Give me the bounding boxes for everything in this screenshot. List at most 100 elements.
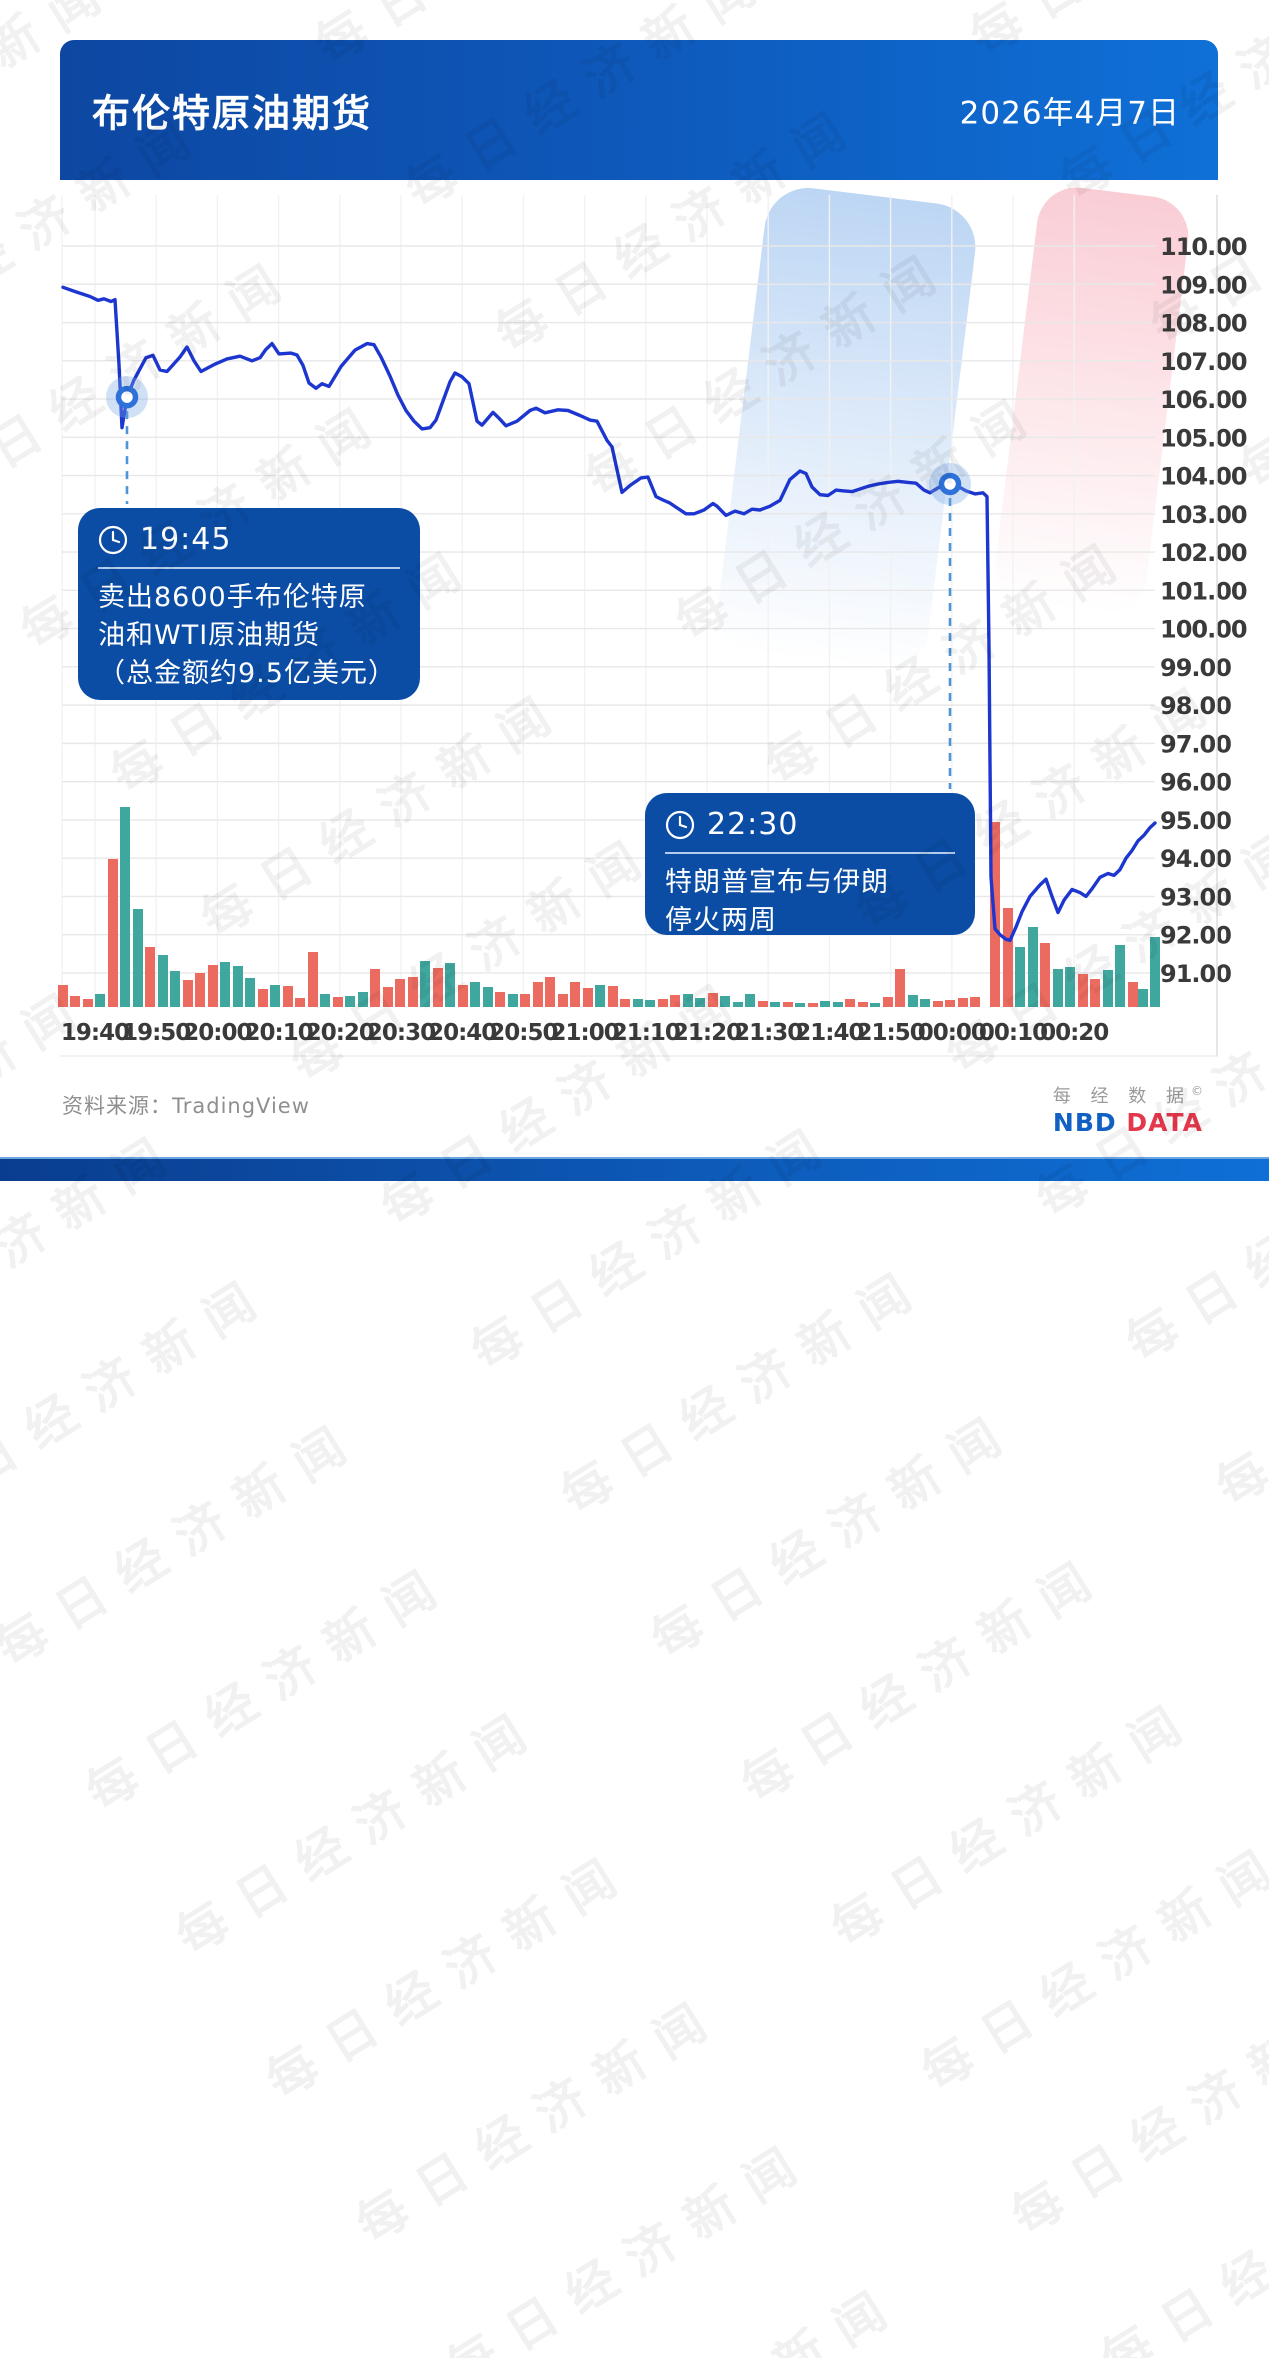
volume-bar-up <box>1150 937 1160 1007</box>
x-axis-label: 00:10 <box>979 1020 1047 1046</box>
volume-bar-up <box>345 996 355 1007</box>
volume-bar-up <box>1065 967 1075 1007</box>
y-axis-label: 100.00 <box>1160 616 1247 644</box>
volume-bar-up <box>645 1000 655 1007</box>
volume-bar-down <box>333 997 343 1007</box>
volume-bar-up <box>1028 927 1038 1007</box>
data-source-note: 资料来源：TradingView <box>62 1094 310 1118</box>
volume-bar-down <box>545 977 555 1007</box>
callout-text-line: （总金额约9.5亿美元） <box>98 658 396 689</box>
y-axis-label: 103.00 <box>1160 501 1247 529</box>
volume-bar-down <box>658 999 668 1007</box>
callout-head: 19:45 <box>98 522 400 557</box>
volume-bar-down <box>1003 908 1013 1007</box>
volume-bar-down <box>858 1002 868 1007</box>
x-axis-label: 21:40 <box>795 1020 863 1046</box>
volume-bar-down <box>895 969 905 1007</box>
event-marker <box>938 472 962 496</box>
volume-bar-up <box>1015 947 1025 1007</box>
volume-bar-up <box>1138 989 1148 1007</box>
volume-bar-up <box>633 999 643 1007</box>
volume-bar-up <box>420 961 430 1007</box>
volume-bar-down <box>195 973 205 1007</box>
x-axis-label: 20:50 <box>489 1020 557 1046</box>
volume-bar-down <box>1078 974 1088 1007</box>
volume-bar-down <box>208 965 218 1007</box>
y-axis-label: 106.00 <box>1160 386 1247 414</box>
volume-bar-up <box>720 996 730 1007</box>
volume-bar-up <box>920 999 930 1007</box>
volume-bar-up <box>120 807 130 1007</box>
callout-time: 22:30 <box>707 807 799 842</box>
volume-bar-up <box>220 962 230 1007</box>
y-axis-label: 96.00 <box>1160 769 1231 797</box>
y-axis-label: 107.00 <box>1160 348 1247 376</box>
volume-bar-down <box>1040 943 1050 1007</box>
volume-bar-up <box>170 971 180 1007</box>
y-axis-label: 101.00 <box>1160 577 1247 605</box>
volume-bar-up <box>745 994 755 1007</box>
volume-bar-up <box>133 909 143 1007</box>
volume-bar-down <box>495 992 505 1007</box>
volume-bar-down <box>783 1002 793 1007</box>
volume-bar-down <box>258 989 268 1007</box>
volume-bar-down <box>83 999 93 1007</box>
volume-bar-up <box>908 995 918 1007</box>
volume-bar-up <box>483 987 493 1007</box>
x-axis-label: 21:00 <box>550 1020 618 1046</box>
volume-bar-down <box>533 982 543 1007</box>
price-line <box>61 285 1157 943</box>
y-axis-label: 105.00 <box>1160 424 1247 452</box>
volume-bar-down <box>570 982 580 1007</box>
volume-bar-down <box>845 999 855 1007</box>
volume-bar-down <box>883 997 893 1007</box>
volume-bar-down <box>370 969 380 1007</box>
volume-bar-up <box>595 985 605 1007</box>
volume-bar-up <box>870 1003 880 1007</box>
volume-bar-up <box>1115 945 1125 1007</box>
x-axis-label: 21:10 <box>612 1020 680 1046</box>
volume-bar-down <box>383 987 393 1007</box>
clock-icon <box>665 810 695 839</box>
callout-text-line: 油和WTI原油期货 <box>98 620 321 651</box>
volume-bar-down <box>58 985 68 1007</box>
annotation-callout-2230: 22:30 特朗普宣布与伊朗 停火两周 <box>645 793 975 936</box>
volume-bar-down <box>583 988 593 1007</box>
volume-bar-down <box>408 977 418 1007</box>
volume-bar-down <box>620 999 630 1007</box>
volume-bar-up <box>158 955 168 1007</box>
volume-bar-down <box>283 986 293 1007</box>
clock-icon <box>98 525 128 554</box>
volume-bar-down <box>945 1000 955 1007</box>
y-axis-label: 99.00 <box>1160 654 1231 682</box>
callout-text-line: 停火两周 <box>665 905 777 936</box>
volume-bar-up <box>733 1002 743 1007</box>
volume-bar-down <box>708 993 718 1007</box>
volume-bar-up <box>445 963 455 1007</box>
volume-bar-up <box>833 1002 843 1007</box>
volume-bar-up <box>770 1002 780 1007</box>
volume-bar-up <box>245 978 255 1007</box>
x-axis-label: 20:10 <box>244 1020 312 1046</box>
volume-bar-up <box>795 1003 805 1007</box>
x-axis-label: 21:50 <box>856 1020 924 1046</box>
y-axis-label: 110.00 <box>1160 233 1247 261</box>
x-axis-label: 20:30 <box>367 1020 435 1046</box>
callout-divider <box>98 567 400 569</box>
header-date: 2026年4月7日 <box>959 95 1180 132</box>
page-title: 布伦特原油期货 <box>92 91 373 136</box>
volume-bar-down <box>520 994 530 1007</box>
volume-bar-down <box>395 979 405 1007</box>
nbd-logo-en: NBD DATA <box>1052 1108 1203 1137</box>
y-axis-label: 104.00 <box>1160 463 1247 491</box>
nbd-logo-cn: 每 经 数 据© <box>1052 1084 1203 1107</box>
volume-bar-down <box>758 1001 768 1007</box>
callout-text-line: 卖出8600手布伦特原 <box>98 582 367 613</box>
volume-bar-down <box>808 1003 818 1007</box>
y-axis-label: 93.00 <box>1160 883 1231 911</box>
y-axis-label: 102.00 <box>1160 539 1247 567</box>
volume-bar-down <box>145 947 155 1007</box>
volume-bar-down <box>558 994 568 1007</box>
callout-time: 19:45 <box>140 522 232 557</box>
